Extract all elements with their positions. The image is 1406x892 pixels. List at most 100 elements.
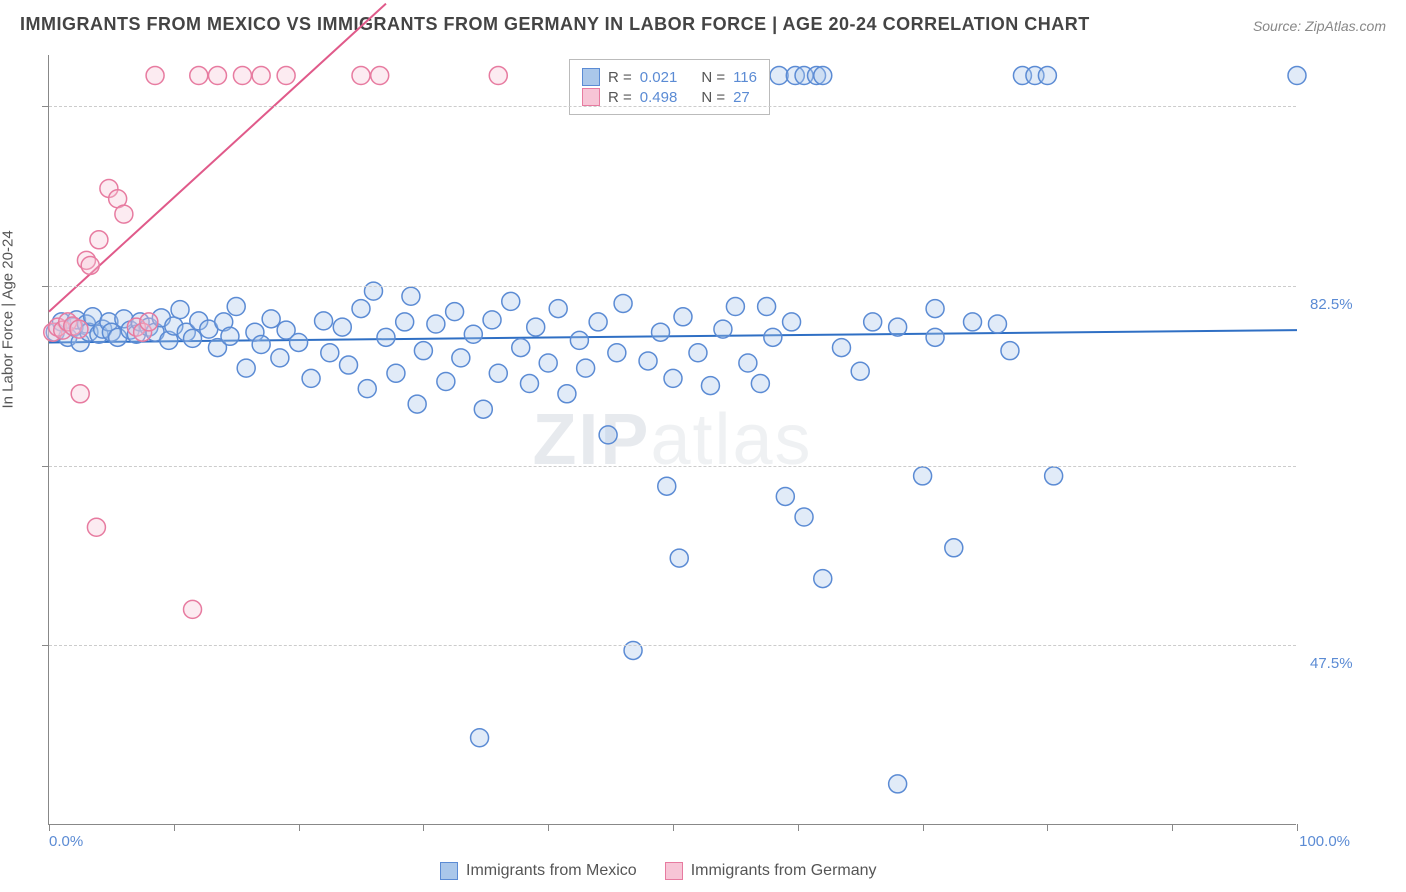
data-point xyxy=(437,372,455,390)
data-point xyxy=(926,300,944,318)
data-point xyxy=(814,67,832,85)
data-point xyxy=(512,339,530,357)
data-point xyxy=(539,354,557,372)
legend-series-item: Immigrants from Mexico xyxy=(440,862,637,880)
data-point xyxy=(776,487,794,505)
x-tick xyxy=(1047,824,1048,831)
legend-n-label: N = xyxy=(701,89,725,106)
data-point xyxy=(624,641,642,659)
data-point xyxy=(71,385,89,403)
data-point xyxy=(726,298,744,316)
legend-r-label: R = xyxy=(608,89,632,106)
data-point xyxy=(237,359,255,377)
data-point xyxy=(277,67,295,85)
legend-swatch xyxy=(440,862,458,880)
data-point xyxy=(664,369,682,387)
x-tick-label-max: 100.0% xyxy=(1299,833,1350,850)
data-point xyxy=(658,477,676,495)
data-point xyxy=(689,344,707,362)
data-point xyxy=(427,315,445,333)
data-point xyxy=(758,298,776,316)
y-axis-label: In Labor Force | Age 20-24 xyxy=(0,230,17,408)
data-point xyxy=(739,354,757,372)
legend-series: Immigrants from MexicoImmigrants from Ge… xyxy=(440,862,877,880)
data-point xyxy=(290,333,308,351)
data-point xyxy=(302,369,320,387)
data-point xyxy=(352,300,370,318)
data-point xyxy=(549,300,567,318)
data-point xyxy=(452,349,470,367)
data-point xyxy=(577,359,595,377)
data-point xyxy=(140,313,158,331)
data-point xyxy=(589,313,607,331)
legend-swatch xyxy=(582,68,600,86)
legend-swatch xyxy=(582,88,600,106)
data-point xyxy=(81,256,99,274)
legend-stats-row: R =0.021N =116 xyxy=(582,68,757,86)
x-tick-label-min: 0.0% xyxy=(49,833,83,850)
source-attribution: Source: ZipAtlas.com xyxy=(1253,18,1386,34)
data-point xyxy=(371,67,389,85)
legend-series-label: Immigrants from Mexico xyxy=(466,862,637,880)
data-point xyxy=(321,344,339,362)
data-point xyxy=(614,294,632,312)
data-point xyxy=(714,320,732,338)
y-tick xyxy=(42,286,49,287)
scatter-plot-area: ZIPatlas R =0.021N =116R =0.498N = 27 47… xyxy=(48,55,1296,825)
legend-n-label: N = xyxy=(701,69,725,86)
x-tick xyxy=(49,824,50,831)
legend-swatch xyxy=(665,862,683,880)
data-point xyxy=(364,282,382,300)
data-point xyxy=(1001,342,1019,360)
data-point xyxy=(402,287,420,305)
legend-stats-row: R =0.498N = 27 xyxy=(582,88,757,106)
data-point xyxy=(387,364,405,382)
data-point xyxy=(340,356,358,374)
data-point xyxy=(1288,67,1306,85)
data-point xyxy=(674,308,692,326)
data-point xyxy=(184,329,202,347)
data-point xyxy=(864,313,882,331)
data-point xyxy=(652,323,670,341)
data-point xyxy=(1038,67,1056,85)
data-point xyxy=(889,775,907,793)
data-point xyxy=(988,315,1006,333)
data-point xyxy=(770,67,788,85)
legend-n-value: 27 xyxy=(733,89,750,106)
data-point xyxy=(926,328,944,346)
data-point xyxy=(1045,467,1063,485)
data-point xyxy=(315,312,333,330)
data-point xyxy=(914,467,932,485)
data-point xyxy=(396,313,414,331)
data-point xyxy=(464,325,482,343)
data-point xyxy=(489,364,507,382)
legend-n-value: 116 xyxy=(733,69,757,86)
y-tick xyxy=(42,645,49,646)
data-point xyxy=(271,349,289,367)
data-point xyxy=(795,508,813,526)
data-point xyxy=(964,313,982,331)
x-tick xyxy=(798,824,799,831)
data-point xyxy=(832,339,850,357)
data-point xyxy=(414,342,432,360)
x-tick xyxy=(1172,824,1173,831)
data-point xyxy=(233,67,251,85)
gridline-h xyxy=(49,106,1296,107)
x-tick xyxy=(923,824,924,831)
data-point xyxy=(639,352,657,370)
data-point xyxy=(764,328,782,346)
data-point xyxy=(599,426,617,444)
data-point xyxy=(377,328,395,346)
data-point xyxy=(483,311,501,329)
data-point xyxy=(352,67,370,85)
data-point xyxy=(146,67,164,85)
data-point xyxy=(751,375,769,393)
data-point xyxy=(701,377,719,395)
data-point xyxy=(227,298,245,316)
data-point xyxy=(471,729,489,747)
data-point xyxy=(70,320,88,338)
data-point xyxy=(171,301,189,319)
data-point xyxy=(90,231,108,249)
data-point xyxy=(570,331,588,349)
data-point xyxy=(670,549,688,567)
